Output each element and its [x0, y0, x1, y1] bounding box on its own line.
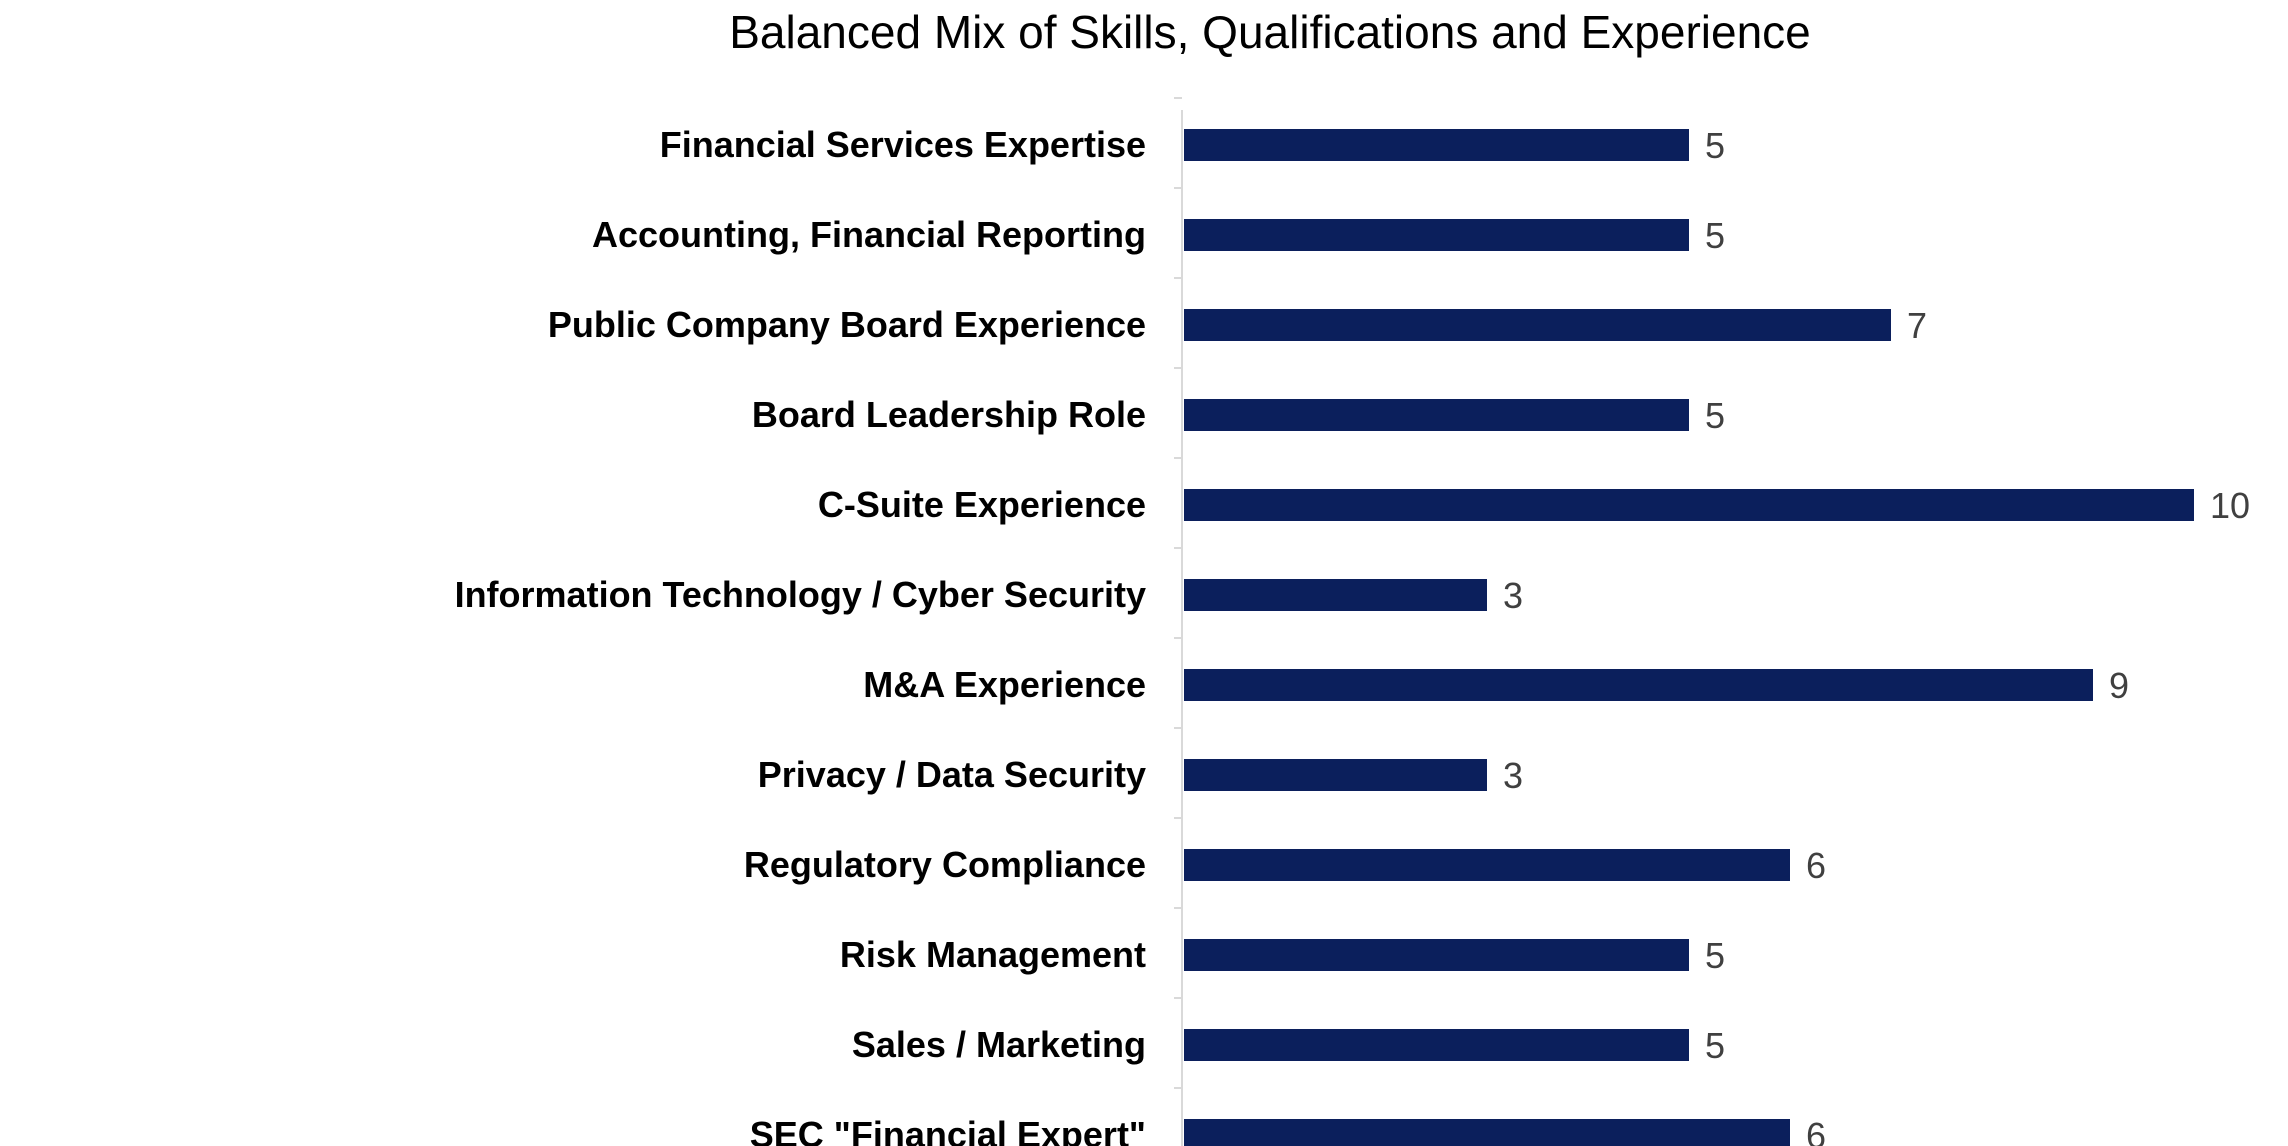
value-label: 5: [1705, 125, 1725, 166]
value-label: 3: [1503, 575, 1523, 616]
category-label: Privacy / Data Security: [758, 754, 1146, 795]
chart-title: Balanced Mix of Skills, Qualifications a…: [729, 6, 1811, 58]
bar: [1184, 1029, 1689, 1061]
value-label: 10: [2210, 485, 2250, 526]
bar: [1184, 1119, 1790, 1146]
category-axis-ticks: [1174, 97, 1182, 1089]
bar: [1184, 579, 1487, 611]
category-label: Board Leadership Role: [752, 394, 1146, 435]
bars: [1184, 129, 2194, 1146]
category-label: M&A Experience: [863, 664, 1146, 705]
category-label: Risk Management: [840, 934, 1146, 975]
category-label: Sales / Marketing: [852, 1024, 1146, 1065]
category-label: Financial Services Expertise: [660, 124, 1146, 165]
category-label: Accounting, Financial Reporting: [592, 214, 1146, 255]
bar: [1184, 219, 1689, 251]
value-label: 5: [1705, 1025, 1725, 1066]
value-label: 9: [2109, 665, 2129, 706]
bar: [1184, 129, 1689, 161]
bar: [1184, 849, 1790, 881]
bar: [1184, 759, 1487, 791]
bar: [1184, 399, 1689, 431]
value-label: 5: [1705, 395, 1725, 436]
bar: [1184, 669, 2093, 701]
value-label: 3: [1503, 755, 1523, 796]
value-label: 6: [1806, 1115, 1826, 1146]
value-label: 6: [1806, 845, 1826, 886]
value-label: 5: [1705, 215, 1725, 256]
category-label: Regulatory Compliance: [744, 844, 1146, 885]
value-labels: 5 5 7 5 10 3 9 3 6 5 5 6: [1503, 125, 2250, 1146]
bar: [1184, 309, 1891, 341]
category-labels: Financial Services Expertise Accounting, …: [455, 124, 1146, 1146]
category-label: C-Suite Experience: [818, 484, 1146, 525]
bar: [1184, 489, 2194, 521]
value-label: 5: [1705, 935, 1725, 976]
category-label: Public Company Board Experience: [548, 304, 1146, 345]
bar: [1184, 939, 1689, 971]
category-label: SEC "Financial Expert": [750, 1114, 1146, 1146]
value-label: 7: [1907, 305, 1927, 346]
category-label: Information Technology / Cyber Security: [455, 574, 1146, 615]
